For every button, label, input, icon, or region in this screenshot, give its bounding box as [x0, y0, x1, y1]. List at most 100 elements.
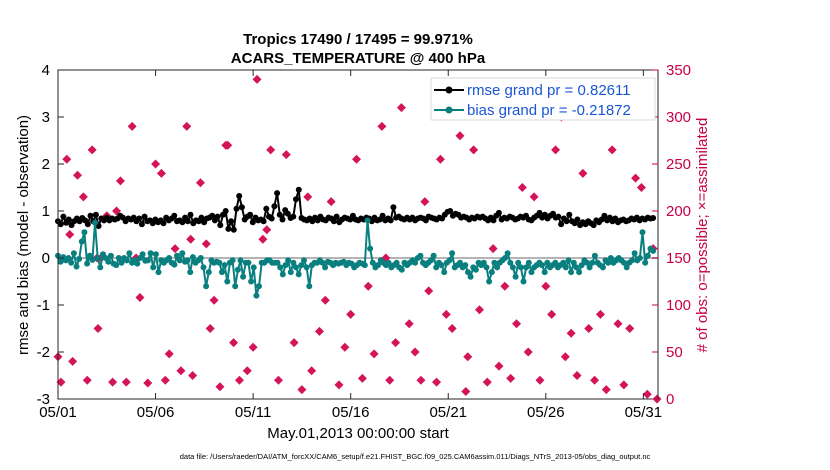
y2-tick-label: 50 — [666, 344, 683, 361]
x-tick-label: 05/11 — [235, 404, 271, 421]
y2-tick-label: 350 — [666, 62, 691, 79]
obs-count-point — [435, 154, 445, 164]
obs-count-point — [369, 349, 379, 359]
bias-point — [118, 259, 125, 266]
obs-count-point — [223, 140, 233, 150]
obs-count-point — [340, 342, 350, 352]
bias-point — [512, 273, 519, 280]
bias-point — [578, 262, 585, 269]
obs-count-point — [258, 234, 268, 244]
bias-point — [234, 266, 241, 273]
bias-point — [375, 262, 381, 269]
obs-count-point — [560, 352, 570, 362]
bias-point — [274, 259, 281, 266]
bias-point — [293, 264, 299, 271]
bias-point — [385, 259, 392, 266]
rmse-point — [387, 217, 394, 224]
y-tick-label: 0 — [42, 250, 50, 267]
bias-point — [301, 257, 307, 264]
bias-point — [248, 278, 255, 285]
bias-point — [515, 259, 522, 266]
obs-count-point — [625, 324, 635, 333]
rmse-point — [379, 212, 386, 219]
rmse-point — [225, 225, 232, 232]
bias-point — [467, 273, 474, 280]
bias-point — [150, 264, 157, 271]
y-tick-label: 2 — [42, 156, 50, 173]
bias-point — [84, 260, 91, 267]
rmse-point — [160, 220, 167, 227]
bias-point — [552, 259, 559, 266]
bias-point — [184, 257, 191, 264]
rmse-point — [271, 203, 278, 210]
bias-point — [605, 259, 612, 266]
x-axis-ticks: 05/01 05/06 05/11 05/16 05/21 05/26 05/31 — [39, 70, 662, 421]
bias-point — [319, 259, 326, 266]
obs-count-point — [482, 377, 492, 387]
bias-point — [81, 229, 88, 236]
bias-point — [560, 259, 567, 266]
obs-count-point — [195, 178, 205, 188]
bias-point — [599, 264, 606, 271]
rmse-point — [263, 205, 270, 212]
obs-count-point — [182, 121, 192, 131]
bias-point — [139, 251, 146, 258]
obs-count-point — [215, 382, 225, 392]
rmse-point — [141, 213, 148, 220]
rmse-point — [601, 212, 608, 219]
bias-point — [68, 259, 75, 266]
bias-point — [412, 259, 419, 266]
obs-count-point — [500, 281, 510, 291]
obs-count-point — [619, 380, 629, 390]
bias-point — [528, 269, 535, 276]
obs-count-point — [326, 197, 336, 207]
bias-point — [105, 258, 112, 265]
bias-point — [621, 259, 627, 266]
obs-count-point — [463, 352, 473, 362]
obs-count-point — [334, 380, 344, 390]
obs-count-point — [391, 338, 401, 348]
rmse-point — [268, 215, 275, 222]
rmse-point — [171, 212, 178, 219]
bias-point — [483, 264, 490, 271]
bias-point — [398, 266, 405, 273]
obs-count-point — [420, 197, 430, 207]
bias-point — [607, 255, 614, 261]
obs-count-point — [447, 324, 457, 333]
bias-point — [562, 264, 569, 271]
rmse-point — [238, 204, 245, 211]
legend-rmse-marker — [445, 86, 453, 94]
bias-point — [250, 264, 257, 271]
obs-count-point — [346, 309, 356, 319]
obs-count-point — [416, 375, 426, 385]
rmse-point — [590, 222, 597, 229]
bias-point — [76, 255, 83, 262]
bias-point — [446, 257, 453, 264]
bias-point — [166, 255, 173, 261]
bias-point — [462, 262, 469, 269]
bias-point — [295, 271, 302, 278]
bias-point — [115, 255, 122, 261]
y2-tick-label: 250 — [666, 156, 691, 173]
rmse-point — [136, 215, 143, 222]
rmse-point — [274, 190, 281, 197]
rmse-point — [228, 218, 235, 225]
legend-bias-label: bias grand pr = -0.21872 — [467, 102, 631, 119]
bias-point — [650, 247, 657, 254]
rmse-point — [574, 216, 581, 223]
obs-count-point — [352, 154, 362, 164]
obs-count-point — [455, 131, 465, 141]
rmse-point — [249, 219, 256, 226]
obs-count-point — [160, 375, 170, 385]
rmse-point — [295, 186, 302, 193]
bias-point — [290, 259, 297, 266]
obs-count-point — [127, 121, 137, 131]
y2-tick-label: 300 — [666, 109, 691, 126]
bias-point — [644, 252, 651, 259]
legend: rmse grand pr = 0.82611 bias grand pr = … — [430, 77, 656, 121]
rmse-point — [563, 218, 570, 225]
bias-point — [89, 256, 96, 263]
obs-count-point — [363, 281, 373, 291]
obs-count-point — [578, 168, 588, 178]
bias-point — [589, 259, 596, 266]
